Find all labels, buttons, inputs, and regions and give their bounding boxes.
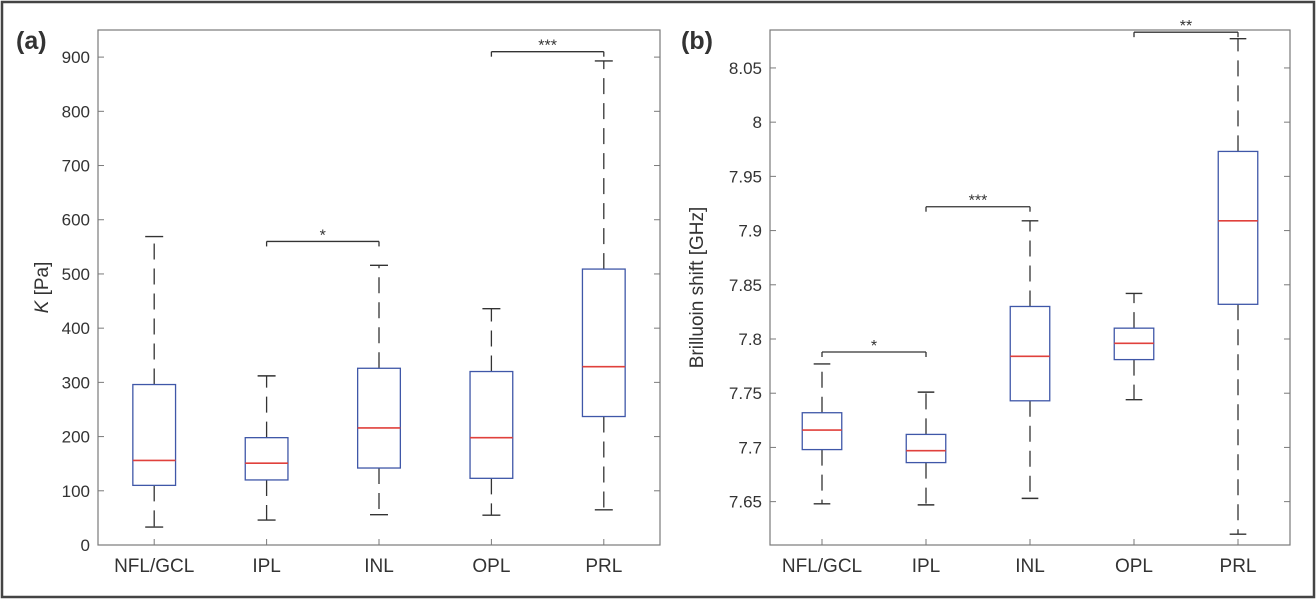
y-tick-label: 600 xyxy=(62,211,90,230)
y-tick-label: 500 xyxy=(62,265,90,284)
x-tick-label: INL xyxy=(364,556,394,577)
y-tick-label: 700 xyxy=(62,157,90,176)
x-tick-label: PRL xyxy=(585,556,622,577)
box-prl xyxy=(1217,37,1259,535)
x-tick-label: NFL/GCL xyxy=(782,556,862,577)
y-axis-label: K [Pa] xyxy=(32,262,53,314)
box-inl xyxy=(1009,220,1051,500)
y-tick-label: 900 xyxy=(62,48,90,67)
iqr-box xyxy=(132,383,177,487)
x-tick-label: IPL xyxy=(912,556,941,577)
y-tick-label: 200 xyxy=(62,428,90,447)
significance-label: *** xyxy=(538,38,557,55)
y-axis-unit: [Pa] xyxy=(32,262,53,301)
x-tick-label: PRL xyxy=(1220,556,1257,577)
x-tick-label: OPL xyxy=(472,556,510,577)
box-nfl-gcl xyxy=(132,235,177,528)
y-tick-label: 400 xyxy=(62,319,90,338)
plot-area xyxy=(769,29,1291,546)
significance-bracket: *** xyxy=(490,38,605,57)
iqr-box xyxy=(1217,150,1259,305)
significance-label: ** xyxy=(1180,18,1192,35)
box-opl xyxy=(469,307,514,516)
y-axis-symbol: K xyxy=(32,299,53,313)
significance-bracket: ** xyxy=(1133,18,1239,38)
y-axis-label: Brilluoin shift [GHz] xyxy=(687,207,708,369)
iqr-box xyxy=(905,433,947,464)
significance-bracket: * xyxy=(821,338,927,358)
y-tick-label: 800 xyxy=(62,102,90,121)
y-tick-label: 100 xyxy=(62,482,90,501)
panel-b: (b) 7.65 7.7 7.75 7.8 7.85 7.9 7.95 8 8.05 Brilluo… xyxy=(681,18,1291,577)
y-tick-label: 8.05 xyxy=(729,59,762,78)
y-tick-label: 7.65 xyxy=(729,493,762,512)
x-tick-label: OPL xyxy=(1115,556,1153,577)
y-tick-label: 8 xyxy=(753,113,762,132)
box-nfl-gcl xyxy=(801,363,843,505)
panel-a: (a) 0 100 200 300 400 500 600 700 800 900 K [Pa] NFL… xyxy=(16,27,661,577)
y-tick-label: 7.8 xyxy=(738,330,762,349)
box-ipl xyxy=(905,391,947,506)
iqr-box xyxy=(356,367,402,469)
x-tick-label: INL xyxy=(1015,556,1045,577)
box-prl xyxy=(581,60,626,511)
iqr-box xyxy=(469,370,514,479)
y-tick-label: 7.7 xyxy=(738,438,762,457)
box-ipl xyxy=(244,375,289,521)
y-tick-label: 7.75 xyxy=(729,384,762,403)
iqr-box xyxy=(244,437,289,481)
iqr-box xyxy=(1009,305,1051,402)
panel-label: (a) xyxy=(16,27,47,55)
significance-label: * xyxy=(871,338,877,355)
y-axis-unit: Brilluoin shift [GHz] xyxy=(687,207,708,369)
y-tick-label: 0 xyxy=(81,536,90,555)
panel-label: (b) xyxy=(681,27,713,55)
significance-label: *** xyxy=(969,193,988,210)
significance-bracket: *** xyxy=(925,193,1031,212)
significance-bracket: * xyxy=(265,227,380,247)
y-tick-label: 7.9 xyxy=(738,222,762,241)
box-opl xyxy=(1113,292,1155,401)
iqr-box xyxy=(581,268,626,418)
x-tick-label: IPL xyxy=(252,556,281,577)
x-tick-label: NFL/GCL xyxy=(114,556,194,577)
y-tick-label: 7.85 xyxy=(729,276,762,295)
y-tick-label: 7.95 xyxy=(729,167,762,186)
y-tick-label: 300 xyxy=(62,373,90,392)
iqr-box xyxy=(801,412,843,451)
significance-label: * xyxy=(320,227,326,244)
box-inl xyxy=(356,264,402,516)
